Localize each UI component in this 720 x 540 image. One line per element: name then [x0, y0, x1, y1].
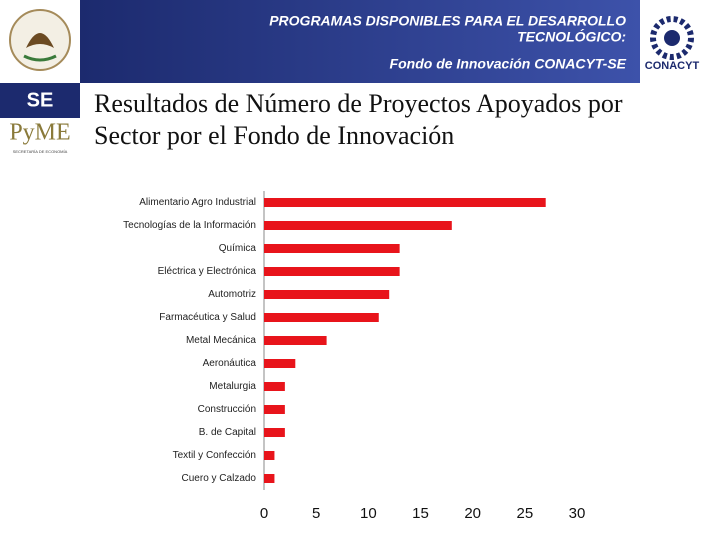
bar: [264, 290, 390, 299]
bar: [264, 313, 379, 322]
bar: [264, 267, 400, 276]
se-box: [0, 83, 80, 118]
y-tick-label: Automotriz: [208, 289, 256, 300]
y-tick-label: Química: [219, 243, 257, 254]
bar: [264, 428, 285, 437]
conacyt-ring: [650, 16, 694, 60]
bar: [264, 336, 327, 345]
y-tick-label: Cuero y Calzado: [182, 473, 257, 484]
x-tick-label: 25: [516, 505, 533, 522]
x-tick-label: 0: [260, 505, 268, 522]
se-logo: SE: [27, 89, 54, 111]
x-tick-label: 10: [360, 505, 377, 522]
header-line: PROGRAMAS DISPONIBLES PARA EL DESARROLLO: [269, 13, 626, 29]
y-tick-label: Eléctrica y Electrónica: [158, 266, 257, 277]
bar: [264, 451, 275, 460]
x-tick-label: 15: [412, 505, 429, 522]
emblem-branch: [23, 54, 57, 62]
pyme-caption: SECRETARÍA DE ECONOMÍA: [13, 149, 68, 154]
y-tick-label: B. de Capital: [199, 427, 256, 438]
bar: [264, 405, 285, 414]
y-tick-label: Aeronáutica: [203, 358, 257, 369]
y-tick-label: Tecnologías de la Información: [123, 220, 256, 231]
emblem-eagle: [26, 33, 54, 48]
bar: [264, 382, 285, 391]
y-tick-label: Metal Mecánica: [186, 335, 256, 346]
x-tick-label: 5: [312, 505, 320, 522]
bar: [264, 244, 400, 253]
x-tick-label: 30: [569, 505, 586, 522]
header-fund: Fondo de Innovación CONACYT-SE: [390, 56, 627, 72]
y-tick-label: Alimentario Agro Industrial: [139, 197, 256, 208]
x-tick-label: 20: [464, 505, 481, 522]
bar: [264, 474, 275, 483]
y-tick-label: Farmacéutica y Salud: [159, 312, 256, 323]
y-tick-label: Textil y Confección: [173, 450, 256, 461]
y-tick-label: Construcción: [198, 404, 256, 415]
y-tick-label: Metalurgia: [209, 381, 256, 392]
header-band: [80, 0, 640, 83]
header-line: TECNOLÓGICO:: [517, 28, 626, 45]
bar: [264, 221, 452, 230]
conacyt-core: [664, 30, 680, 46]
chart-title: Resultados de Número de Proyectos Apoyad…: [94, 89, 623, 150]
pyme-logo: PyME: [9, 120, 70, 146]
bar: [264, 198, 546, 207]
conacyt-logo: CONACYT: [645, 60, 700, 72]
conacyt-mark: [650, 16, 694, 60]
bar: [264, 359, 296, 368]
